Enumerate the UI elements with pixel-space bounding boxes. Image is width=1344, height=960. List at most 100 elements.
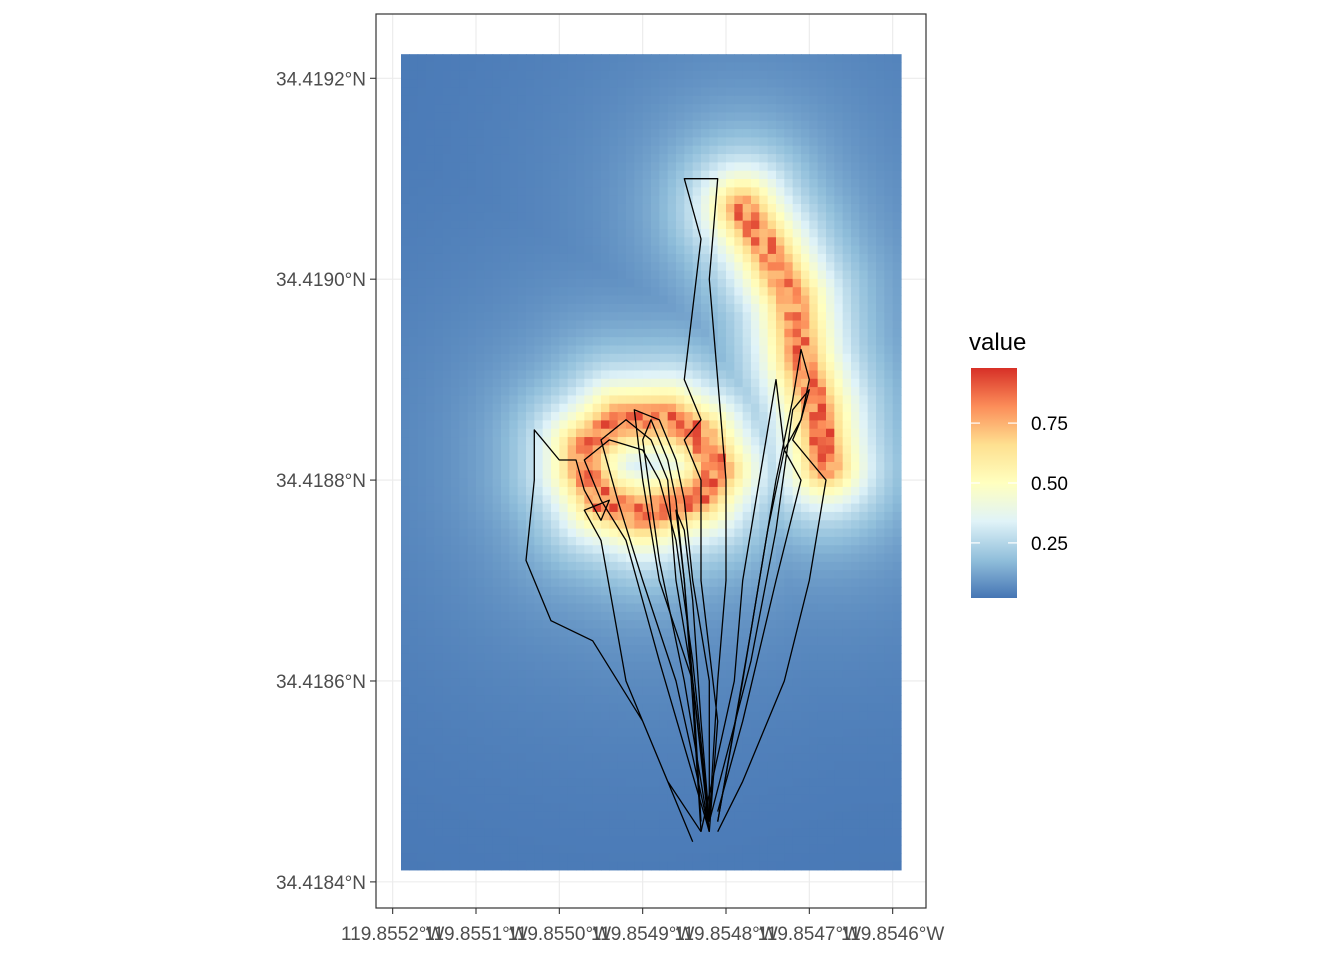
raster-cell xyxy=(692,79,702,89)
raster-cell xyxy=(626,437,635,446)
raster-cell xyxy=(534,79,544,89)
raster-cell xyxy=(434,620,444,630)
raster-cell xyxy=(551,486,560,496)
raster-cell xyxy=(801,245,810,255)
raster-cell xyxy=(676,828,685,838)
raster-cell xyxy=(759,744,769,754)
raster-cell xyxy=(692,245,702,255)
raster-cell xyxy=(734,395,744,405)
raster-cell xyxy=(442,553,452,563)
raster-cell xyxy=(601,145,610,155)
raster-cell xyxy=(784,395,794,405)
raster-cell xyxy=(634,828,644,838)
raster-cell xyxy=(642,545,652,555)
raster-cell xyxy=(609,270,619,280)
raster-cell xyxy=(767,853,777,863)
raster-cell xyxy=(517,320,527,330)
raster-cell xyxy=(626,278,635,288)
raster-cell xyxy=(417,278,427,288)
raster-cell xyxy=(501,79,510,89)
raster-cell xyxy=(634,478,644,488)
raster-cell xyxy=(526,62,535,72)
raster-cell xyxy=(476,570,485,580)
raster-cell xyxy=(551,819,560,829)
raster-cell xyxy=(634,395,644,405)
raster-cell xyxy=(534,520,544,530)
raster-cell xyxy=(401,437,410,446)
raster-cell xyxy=(726,661,735,671)
raster-cell xyxy=(417,162,427,172)
raster-cell xyxy=(809,578,819,588)
raster-cell xyxy=(801,278,810,288)
raster-cell xyxy=(576,437,585,446)
raster-cell xyxy=(701,661,710,671)
raster-cell xyxy=(609,520,619,530)
raster-cell xyxy=(634,353,644,363)
raster-cell xyxy=(792,104,802,114)
raster-cell xyxy=(617,395,627,405)
raster-cell xyxy=(726,728,735,738)
raster-cell xyxy=(517,203,527,213)
raster-cell xyxy=(759,811,769,821)
raster-cell xyxy=(709,228,719,238)
raster-cell xyxy=(401,112,410,122)
raster-cell xyxy=(767,212,777,222)
raster-cell xyxy=(784,811,794,821)
raster-cell xyxy=(784,353,794,363)
raster-cell xyxy=(617,570,627,580)
raster-cell xyxy=(776,545,785,555)
raster-cell xyxy=(692,54,702,64)
raster-cell xyxy=(476,553,485,563)
raster-cell xyxy=(709,303,719,313)
raster-cell xyxy=(542,853,552,863)
raster-cell xyxy=(551,695,560,704)
raster-cell xyxy=(717,803,727,813)
raster-cell xyxy=(659,711,669,721)
raster-cell xyxy=(792,162,802,172)
raster-cell xyxy=(592,220,602,230)
raster-cell xyxy=(684,611,694,621)
raster-cell xyxy=(742,703,752,713)
raster-cell xyxy=(767,187,777,197)
raster-cell xyxy=(667,220,677,230)
raster-cell xyxy=(792,262,802,272)
raster-cell xyxy=(601,445,610,455)
raster-cell xyxy=(509,462,519,471)
raster-cell xyxy=(659,611,669,621)
raster-cell xyxy=(551,403,560,413)
raster-cell xyxy=(742,270,752,280)
raster-cell xyxy=(551,395,560,405)
raster-cell xyxy=(417,179,427,188)
raster-cell xyxy=(442,653,452,663)
raster-cell xyxy=(717,370,727,380)
raster-cell xyxy=(642,511,652,521)
raster-cell xyxy=(417,628,427,638)
raster-cell xyxy=(484,586,494,596)
raster-cell xyxy=(734,129,744,139)
raster-cell xyxy=(592,145,602,155)
raster-cell xyxy=(709,645,719,655)
raster-cell xyxy=(467,120,477,130)
raster-cell xyxy=(634,403,644,413)
raster-cell xyxy=(709,162,719,172)
raster-cell xyxy=(676,104,685,114)
raster-cell xyxy=(659,420,669,430)
raster-cell xyxy=(801,819,810,829)
raster-cell xyxy=(684,545,694,555)
raster-cell xyxy=(601,228,610,238)
raster-cell xyxy=(626,137,635,147)
raster-cell xyxy=(501,270,510,280)
raster-cell xyxy=(801,670,810,679)
raster-cell xyxy=(767,362,777,372)
raster-cell xyxy=(792,362,802,372)
raster-cell xyxy=(534,237,544,247)
raster-cell xyxy=(501,520,510,530)
raster-cell xyxy=(692,470,702,480)
raster-cell xyxy=(601,811,610,821)
raster-cell xyxy=(617,428,627,438)
raster-cell xyxy=(409,720,419,729)
raster-cell xyxy=(759,262,769,272)
raster-cell xyxy=(551,337,560,347)
raster-cell xyxy=(409,778,419,788)
raster-cell xyxy=(734,486,744,496)
